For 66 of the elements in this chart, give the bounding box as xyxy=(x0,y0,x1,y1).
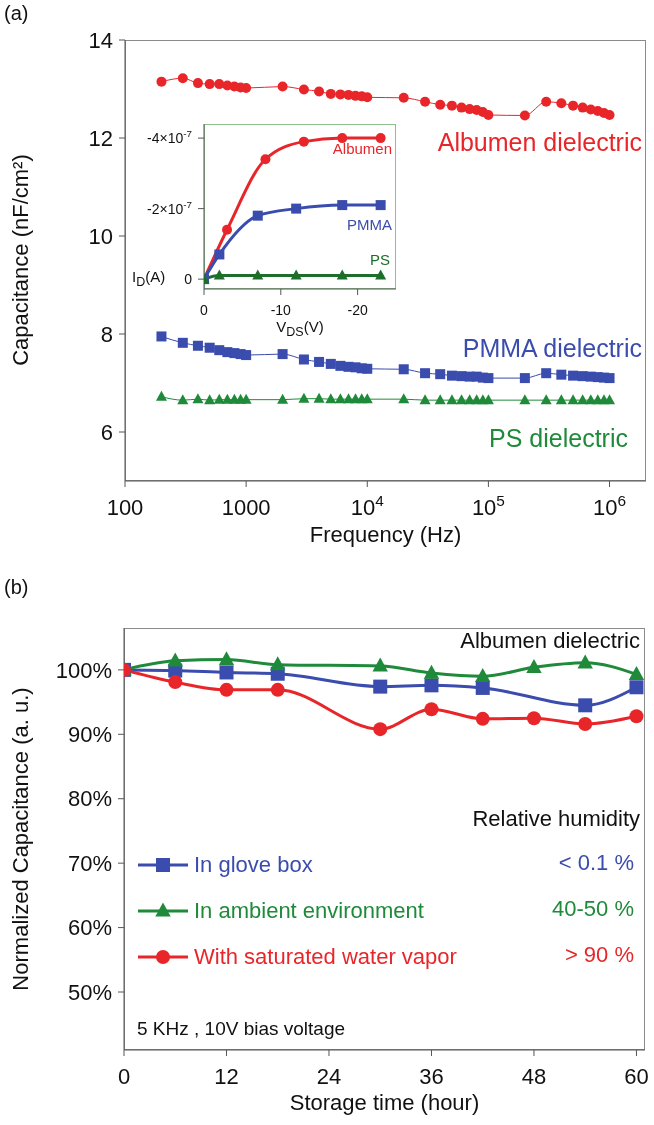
series-label: Albumen xyxy=(332,140,392,157)
y-tick-label: 12 xyxy=(88,125,113,151)
y-axis-title: Normalized Capacitance (a. u.) xyxy=(8,687,34,991)
y-tick-label: 50% xyxy=(67,979,112,1005)
series-label: PS xyxy=(369,251,390,268)
x-tick-label: 60 xyxy=(624,1064,649,1089)
x-axis-title: V$_{DS}$(V) xyxy=(275,318,325,339)
chart-title: (b) xyxy=(4,576,29,599)
annotation: > 90 % xyxy=(564,942,634,968)
x-tick-label: 24 xyxy=(316,1064,342,1089)
y-tick-label: 80% xyxy=(67,786,112,812)
chart-title: (a) xyxy=(4,2,29,25)
series-label: PS dielectric xyxy=(489,424,628,453)
y-tick-label: 60% xyxy=(67,915,112,941)
point xyxy=(252,210,263,221)
y-tick-label: 14 xyxy=(88,27,113,53)
point xyxy=(260,154,271,165)
y-tick-label: -2×10$^{-7}$ xyxy=(147,198,192,217)
point xyxy=(291,203,302,214)
y-tick-label: 100% xyxy=(55,657,112,683)
x-tick-label: 10$^{4}$ xyxy=(350,492,385,520)
x-tick-label: 0 xyxy=(117,1064,131,1089)
y-tick-label: -4×10$^{-7}$ xyxy=(147,128,192,146)
annotation: Albumen dielectric xyxy=(460,628,640,654)
point xyxy=(298,136,309,147)
point xyxy=(290,269,302,280)
x-tick-label: 48 xyxy=(521,1064,547,1089)
x-tick-label: 36 xyxy=(419,1064,444,1089)
point xyxy=(375,200,386,211)
y-tick-label: 70% xyxy=(67,850,112,876)
y-tick-label: 10 xyxy=(88,223,113,249)
annotation: 5 KHz , 10V bias voltage xyxy=(137,1018,346,1040)
x-tick-label: 0 xyxy=(200,302,209,318)
point xyxy=(375,133,386,144)
y-tick-label: 0 xyxy=(184,271,193,288)
x-tick-label: 100 xyxy=(106,495,144,520)
point xyxy=(336,269,348,280)
x-tick-label: 10$^{6}$ xyxy=(593,492,627,520)
x-tick-label: 10$^{5}$ xyxy=(471,492,505,520)
point xyxy=(252,269,264,280)
y-tick-label: 6 xyxy=(100,419,113,445)
x-axis-title: Storage time (hour) xyxy=(288,1090,481,1116)
series-label: PMMA dielectric xyxy=(462,334,642,363)
annotation: < 0.1 % xyxy=(558,850,634,876)
point xyxy=(337,133,348,144)
point xyxy=(375,269,387,280)
series-label: PMMA xyxy=(347,216,392,233)
point xyxy=(214,249,225,260)
point xyxy=(337,200,348,211)
y-axis-title: Capacitance (nF/cm²) xyxy=(8,154,34,367)
x-tick-label: -10 xyxy=(270,302,292,318)
point xyxy=(222,224,233,235)
y-tick-label: 90% xyxy=(67,722,112,748)
y-tick-label: 8 xyxy=(100,321,113,347)
annotation: Relative humidity xyxy=(472,806,640,832)
y-axis-title: I$_{D}$(A) xyxy=(132,268,166,289)
x-axis-title: Frequency (Hz) xyxy=(308,522,463,548)
series-label: Albumen dielectric xyxy=(437,128,642,157)
x-tick-label: -20 xyxy=(347,302,368,318)
x-tick-label: 1000 xyxy=(221,495,271,520)
legend-label: With saturated water vapor xyxy=(194,944,457,970)
x-tick-label: 12 xyxy=(214,1064,239,1089)
point xyxy=(213,269,225,280)
legend-label: In glove box xyxy=(194,852,313,878)
annotation: 40-50 % xyxy=(552,896,634,922)
legend-label: In ambient environment xyxy=(194,898,424,924)
